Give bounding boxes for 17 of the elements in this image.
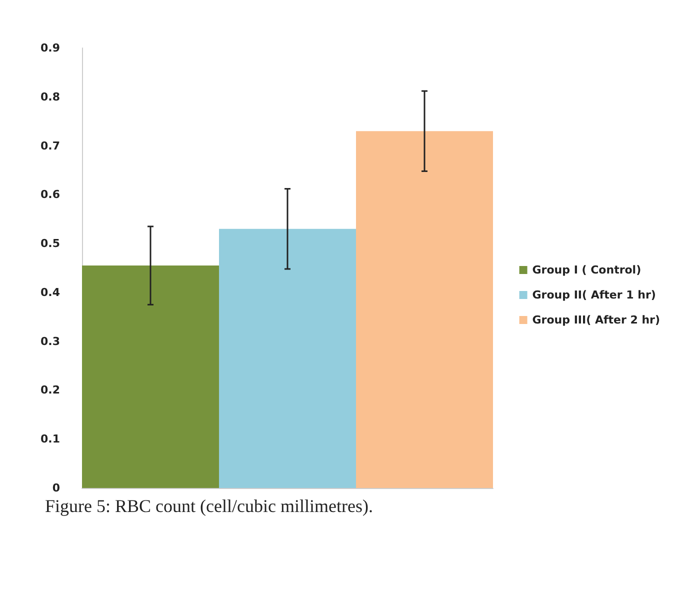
y-tick-label: 0 bbox=[52, 482, 60, 494]
y-tick-label: 0.3 bbox=[40, 334, 60, 348]
y-tick-label: 0.6 bbox=[40, 188, 60, 202]
y-tick-label: 0.4 bbox=[40, 286, 60, 299]
y-tick-label: 0.8 bbox=[40, 90, 60, 104]
legend-label: Group II( After 1 hr) bbox=[532, 288, 656, 302]
bar bbox=[356, 131, 493, 488]
text: Figure 5: RBC count (cell/cubic millimetres). bbox=[45, 496, 373, 516]
y-tick-label: 0.2 bbox=[40, 384, 60, 397]
y-tick-label: 0.9 bbox=[40, 42, 60, 54]
y-tick-label: 0.7 bbox=[40, 139, 60, 152]
bar bbox=[82, 266, 219, 488]
bar bbox=[219, 228, 356, 488]
legend-label: Group I ( Control) bbox=[532, 264, 642, 276]
y-tick-label: 0.1 bbox=[40, 432, 60, 446]
y-tick-label: 0.5 bbox=[40, 237, 60, 250]
legend-label: Group III( After 2 hr) bbox=[532, 314, 660, 326]
